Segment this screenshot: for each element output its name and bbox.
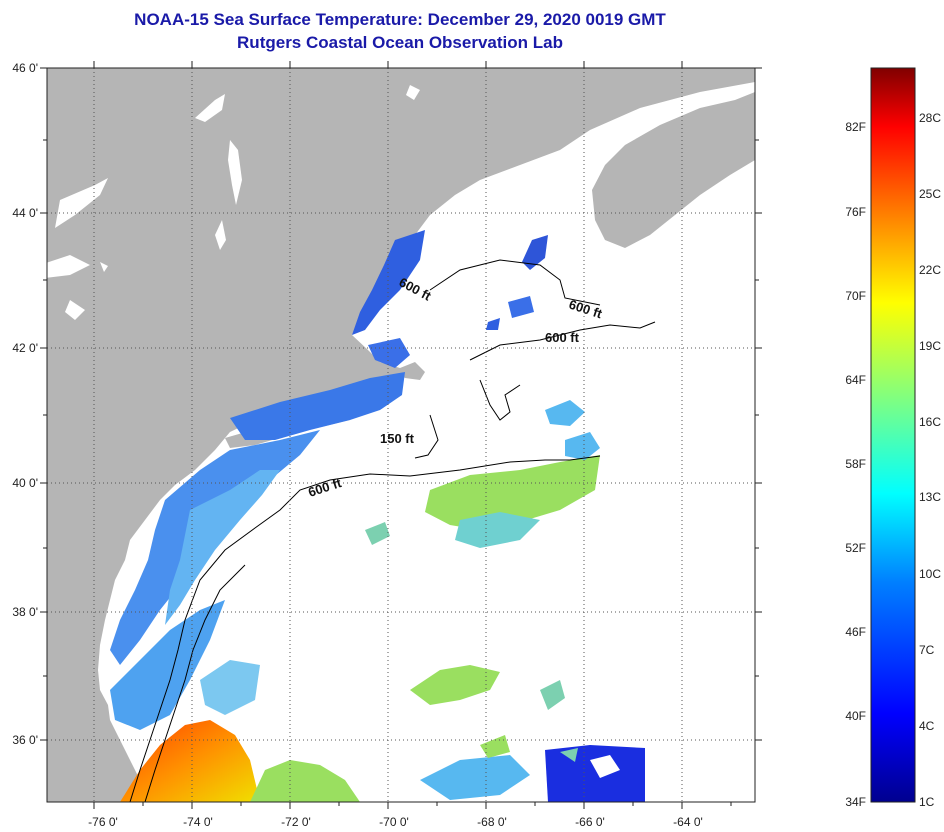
lat-label: 36 0'	[12, 733, 38, 747]
sst-data	[110, 230, 645, 802]
lon-label: -74 0'	[183, 815, 213, 829]
nova-scotia	[592, 92, 755, 248]
celsius-label: 7C	[919, 643, 935, 657]
colorbar-fahrenheit-labels: 82F 76F 70F 64F 58F 52F 46F 40F 34F	[845, 120, 866, 809]
lat-label: 40 0'	[12, 476, 38, 490]
fahrenheit-label: 64F	[845, 373, 866, 387]
us-landmass	[47, 68, 755, 802]
colorbar-celsius-labels: 28C 25C 22C 19C 16C 13C 10C 7C 4C 1C	[919, 111, 941, 809]
celsius-label: 10C	[919, 567, 941, 581]
lat-label: 38 0'	[12, 605, 38, 619]
map-title: NOAA-15 Sea Surface Temperature: Decembe…	[134, 10, 666, 29]
lat-label: 44 0'	[12, 206, 38, 220]
lat-label: 46 0'	[12, 61, 38, 75]
inland-lakes	[47, 85, 420, 320]
lon-label: -68 0'	[477, 815, 507, 829]
celsius-label: 28C	[919, 111, 941, 125]
contour-label: 150 ft	[380, 431, 415, 446]
lon-label: -66 0'	[575, 815, 605, 829]
celsius-label: 25C	[919, 187, 941, 201]
lon-label: -72 0'	[281, 815, 311, 829]
fahrenheit-label: 52F	[845, 541, 866, 555]
fahrenheit-label: 76F	[845, 205, 866, 219]
lon-label: -70 0'	[379, 815, 409, 829]
fahrenheit-label: 58F	[845, 457, 866, 471]
lon-label: -64 0'	[673, 815, 703, 829]
fahrenheit-label: 70F	[845, 289, 866, 303]
fahrenheit-label: 46F	[845, 625, 866, 639]
fahrenheit-label: 82F	[845, 120, 866, 134]
lat-label: 42 0'	[12, 341, 38, 355]
fahrenheit-label: 40F	[845, 709, 866, 723]
map-subtitle: Rutgers Coastal Ocean Observation Lab	[237, 33, 563, 52]
longitude-labels: -76 0' -74 0' -72 0' -70 0' -68 0' -66 0…	[88, 815, 703, 829]
celsius-label: 22C	[919, 263, 941, 277]
fahrenheit-label: 34F	[845, 795, 866, 809]
latitude-labels: 46 0' 44 0' 42 0' 40 0' 38 0' 36 0'	[12, 61, 38, 747]
bathymetry-contours	[129, 259, 656, 802]
lon-label: -76 0'	[88, 815, 118, 829]
temperature-colorbar	[870, 67, 916, 803]
celsius-label: 1C	[919, 795, 935, 809]
map-frame	[46, 67, 756, 803]
celsius-label: 19C	[919, 339, 941, 353]
celsius-label: 13C	[919, 490, 941, 504]
contour-label: 600 ft	[545, 330, 580, 345]
map-ticks	[40, 61, 762, 809]
celsius-label: 16C	[919, 415, 941, 429]
celsius-label: 4C	[919, 719, 935, 733]
